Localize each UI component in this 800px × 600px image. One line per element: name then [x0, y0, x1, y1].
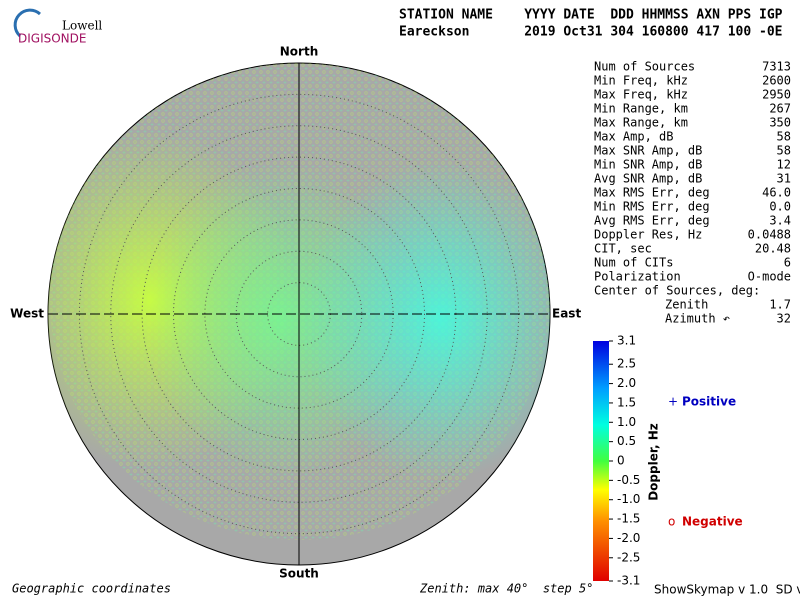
- stat-value: 31: [777, 172, 791, 186]
- legend-label: Positive: [682, 395, 736, 409]
- south-label: South: [279, 567, 319, 581]
- center-key: Zenith: [665, 298, 708, 312]
- east-label: East: [552, 307, 581, 321]
- stat-value: 58: [777, 144, 791, 158]
- stat-label: Max SNR Amp, dB: [594, 144, 702, 158]
- colorbar-tick-label: 0: [617, 454, 625, 468]
- stat-label: Min Freq, kHz: [594, 74, 688, 88]
- colorbar-tick-label: -3.1: [617, 574, 640, 588]
- stat-label: Min Range, km: [594, 102, 688, 116]
- stat-value: 267: [769, 102, 791, 116]
- header-values: Eareckson 2019 Oct31 304 160800 417 100 …: [399, 25, 783, 40]
- stat-label: Max Amp, dB: [594, 130, 673, 144]
- source-density: [48, 63, 550, 540]
- stat-label: Avg RMS Err, deg: [594, 214, 710, 228]
- colorbar-tick-label: -1.0: [617, 492, 640, 506]
- colorbar-tick-label: -2.5: [617, 550, 640, 564]
- logo-bottom: DIGISONDE: [18, 32, 86, 46]
- colorbar-tick-label: 1.5: [617, 395, 636, 409]
- colorbar-tick-label: 1.0: [617, 415, 636, 429]
- center-key: Azimuth ↶: [665, 312, 730, 326]
- stat-value: 58: [777, 130, 791, 144]
- west-label: West: [10, 307, 44, 321]
- colorbar-label: Doppler, Hz: [647, 423, 661, 501]
- legend-symbol: +: [668, 395, 678, 409]
- colorbar-tick-label: 3.1: [617, 334, 636, 348]
- stat-label: Doppler Res, Hz: [594, 228, 702, 242]
- header-columns: STATION NAME YYYY DATE DDD HHMMSS AXN PP…: [399, 8, 783, 23]
- colorbar-tick-label: -2.0: [617, 531, 640, 545]
- stat-label: Num of CITs: [594, 256, 673, 270]
- colorbar-tick-label: 0.5: [617, 434, 636, 448]
- legend-symbol: o: [668, 515, 675, 529]
- logo-arc: [13, 8, 42, 38]
- center-label: Center of Sources, deg:: [594, 284, 760, 298]
- stat-value: 3.4: [769, 214, 791, 228]
- stat-label: Max Freq, kHz: [594, 88, 688, 102]
- center-value: 1.7: [769, 298, 791, 312]
- stat-value: 46.0: [762, 186, 791, 200]
- stat-value: 0.0488: [748, 228, 791, 242]
- stat-value: 2950: [762, 88, 791, 102]
- footer-left: Geographic coordinates: [12, 582, 171, 596]
- footer-center: Zenith: max 40° step 5°: [419, 582, 593, 596]
- stat-value: 2600: [762, 74, 791, 88]
- stat-value: 0.0: [769, 200, 791, 214]
- stat-label: Avg SNR Amp, dB: [594, 172, 702, 186]
- footer-right: ShowSkymap v 1.0 SD v 5.1: [654, 583, 800, 597]
- stat-label: Max Range, km: [594, 116, 688, 130]
- stat-label: Min RMS Err, deg: [594, 200, 710, 214]
- stat-label: Min SNR Amp, dB: [594, 158, 702, 172]
- north-label: North: [280, 45, 318, 59]
- stats-table: Num of Sources 7313 Min Freq, kHz 2600 Max F…: [594, 60, 791, 326]
- stat-value: 20.48: [755, 242, 791, 256]
- stat-value: 6: [784, 256, 791, 270]
- colorbar-tick-label: -0.5: [617, 473, 640, 487]
- stat-label: Polarization: [594, 270, 681, 284]
- colorbar: [593, 341, 609, 581]
- stat-value: O-mode: [748, 270, 791, 284]
- stat-value: 7313: [762, 60, 791, 74]
- zenith-ring: [173, 188, 425, 440]
- stat-label: Max RMS Err, deg: [594, 186, 710, 200]
- stat-label: Num of Sources: [594, 60, 695, 74]
- logo-top: Lowell: [62, 19, 102, 33]
- stat-value: 350: [769, 116, 791, 130]
- stat-value: 12: [777, 158, 791, 172]
- colorbar-tick-label: 2.0: [617, 376, 636, 390]
- center-value: 32: [777, 312, 791, 326]
- colorbar-tick-label: -1.5: [617, 512, 640, 526]
- legend-label: Negative: [682, 515, 743, 529]
- colorbar-tick-label: 2.5: [617, 357, 636, 371]
- stat-label: CIT, sec: [594, 242, 652, 256]
